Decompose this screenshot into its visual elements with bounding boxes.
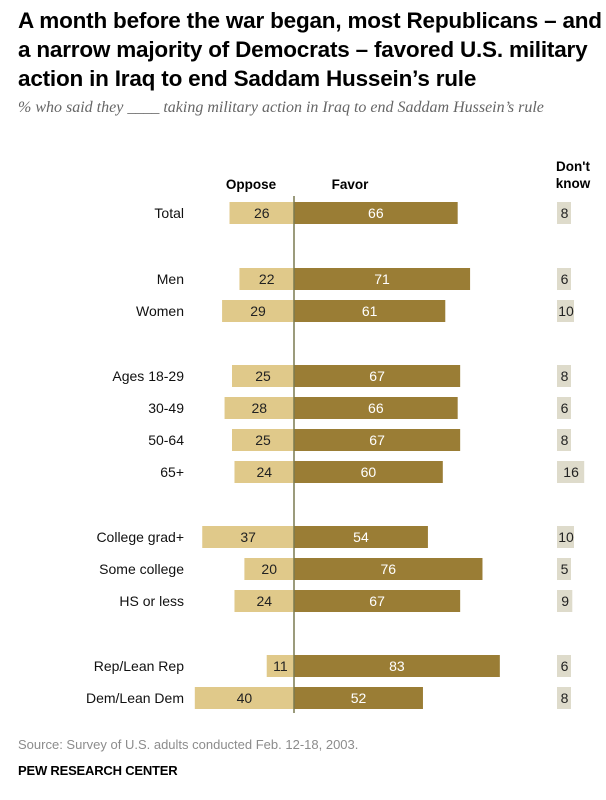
- bar-favor-dem-lean-dem: [294, 687, 423, 709]
- category-label-ages-18-29: Ages 18-29: [112, 368, 184, 384]
- category-label-men: Men: [157, 271, 184, 287]
- label-oppose-men: 22: [259, 271, 275, 287]
- bar-oppose-dem-lean-dem: [194, 687, 294, 709]
- bar-oppose-men: [239, 268, 294, 290]
- label-favor-college-grad: 54: [353, 529, 369, 545]
- bar-dont-know-some-college: [557, 558, 571, 580]
- label-favor-50-64: 67: [369, 432, 385, 448]
- bar-oppose-ages-18-29: [232, 365, 294, 387]
- category-label-hs-or-less: HS or less: [119, 593, 184, 609]
- bar-dont-know-30-49: [557, 397, 571, 419]
- category-label-dem-lean-dem: Dem/Lean Dem: [86, 690, 184, 706]
- bar-oppose-rep-lean-rep: [266, 655, 294, 677]
- bar-dont-know-ages-18-29: [557, 365, 571, 387]
- label-dont-know-college-grad: 10: [558, 529, 574, 545]
- label-dont-know-total: 8: [561, 205, 569, 221]
- bar-oppose-50-64: [232, 429, 294, 451]
- bar-dont-know-dem-lean-dem: [557, 687, 571, 709]
- bar-dont-know-total: [557, 202, 571, 224]
- bar-oppose-women: [222, 300, 294, 322]
- label-oppose-total: 26: [254, 205, 270, 221]
- bar-dont-know-rep-lean-rep: [557, 655, 571, 677]
- column-header-dont-know: Don't know: [555, 159, 591, 191]
- label-dont-know-65: 16: [563, 464, 579, 480]
- bar-oppose-30-49: [224, 397, 294, 419]
- category-label-30-49: 30-49: [148, 400, 184, 416]
- bar-favor-men: [294, 268, 471, 290]
- bar-favor-rep-lean-rep: [294, 655, 500, 677]
- bar-oppose-some-college: [244, 558, 294, 580]
- column-header-oppose: Oppose: [225, 177, 277, 192]
- label-favor-rep-lean-rep: 83: [389, 658, 405, 674]
- bar-favor-total: [294, 202, 458, 224]
- bar-oppose-total: [229, 202, 294, 224]
- bar-favor-women: [294, 300, 446, 322]
- category-label-50-64: 50-64: [148, 432, 184, 448]
- bar-dont-know-hs-or-less: [557, 590, 573, 612]
- label-dont-know-hs-or-less: 9: [561, 593, 569, 609]
- label-oppose-ages-18-29: 25: [255, 368, 271, 384]
- category-label-women: Women: [136, 303, 184, 319]
- label-oppose-college-grad: 37: [240, 529, 256, 545]
- category-label-some-college: Some college: [99, 561, 184, 577]
- label-dont-know-rep-lean-rep: 6: [561, 658, 569, 674]
- label-favor-ages-18-29: 67: [369, 368, 385, 384]
- category-label-65: 65+: [160, 464, 184, 480]
- label-dont-know-women: 10: [558, 303, 574, 319]
- bar-oppose-college-grad: [202, 526, 294, 548]
- label-favor-65: 60: [361, 464, 377, 480]
- label-oppose-50-64: 25: [255, 432, 271, 448]
- bar-favor-college-grad: [294, 526, 428, 548]
- label-dont-know-30-49: 6: [561, 400, 569, 416]
- label-oppose-30-49: 28: [251, 400, 267, 416]
- label-oppose-65: 24: [256, 464, 272, 480]
- label-favor-men: 71: [374, 271, 390, 287]
- label-oppose-dem-lean-dem: 40: [237, 690, 253, 706]
- bar-oppose-65: [234, 461, 294, 483]
- chart-subtitle: % who said they ____ taking military act…: [18, 99, 544, 116]
- column-header-favor: Favor: [331, 177, 369, 192]
- label-dont-know-ages-18-29: 8: [561, 368, 569, 384]
- bar-favor-50-64: [294, 429, 461, 451]
- source-note: Source: Survey of U.S. adults conducted …: [18, 737, 359, 752]
- label-favor-dem-lean-dem: 52: [351, 690, 367, 706]
- brand-logo-text: PEW RESEARCH CENTER: [18, 763, 178, 778]
- label-favor-women: 61: [362, 303, 378, 319]
- label-oppose-rep-lean-rep: 11: [273, 658, 288, 674]
- label-dont-know-dem-lean-dem: 8: [561, 690, 569, 706]
- bar-dont-know-women: [557, 300, 574, 322]
- bar-dont-know-men: [557, 268, 571, 290]
- label-favor-some-college: 76: [380, 561, 396, 577]
- category-label-college-grad: College grad+: [96, 529, 184, 545]
- label-dont-know-50-64: 8: [561, 432, 569, 448]
- label-oppose-hs-or-less: 24: [256, 593, 272, 609]
- bar-favor-some-college: [294, 558, 483, 580]
- label-oppose-some-college: 20: [261, 561, 277, 577]
- bar-favor-65: [294, 461, 443, 483]
- chart-title: A month before the war began, most Repub…: [18, 8, 602, 91]
- bar-dont-know-50-64: [557, 429, 571, 451]
- label-favor-hs-or-less: 67: [369, 593, 385, 609]
- label-oppose-women: 29: [250, 303, 266, 319]
- bar-favor-ages-18-29: [294, 365, 461, 387]
- bar-favor-30-49: [294, 397, 458, 419]
- label-dont-know-men: 6: [561, 271, 569, 287]
- bar-dont-know-college-grad: [557, 526, 574, 548]
- label-favor-total: 66: [368, 205, 384, 221]
- bar-oppose-hs-or-less: [234, 590, 294, 612]
- category-label-total: Total: [154, 205, 184, 221]
- category-label-rep-lean-rep: Rep/Lean Rep: [94, 658, 185, 674]
- bar-dont-know-65: [557, 461, 585, 483]
- label-favor-30-49: 66: [368, 400, 384, 416]
- bar-favor-hs-or-less: [294, 590, 461, 612]
- label-dont-know-some-college: 5: [561, 561, 569, 577]
